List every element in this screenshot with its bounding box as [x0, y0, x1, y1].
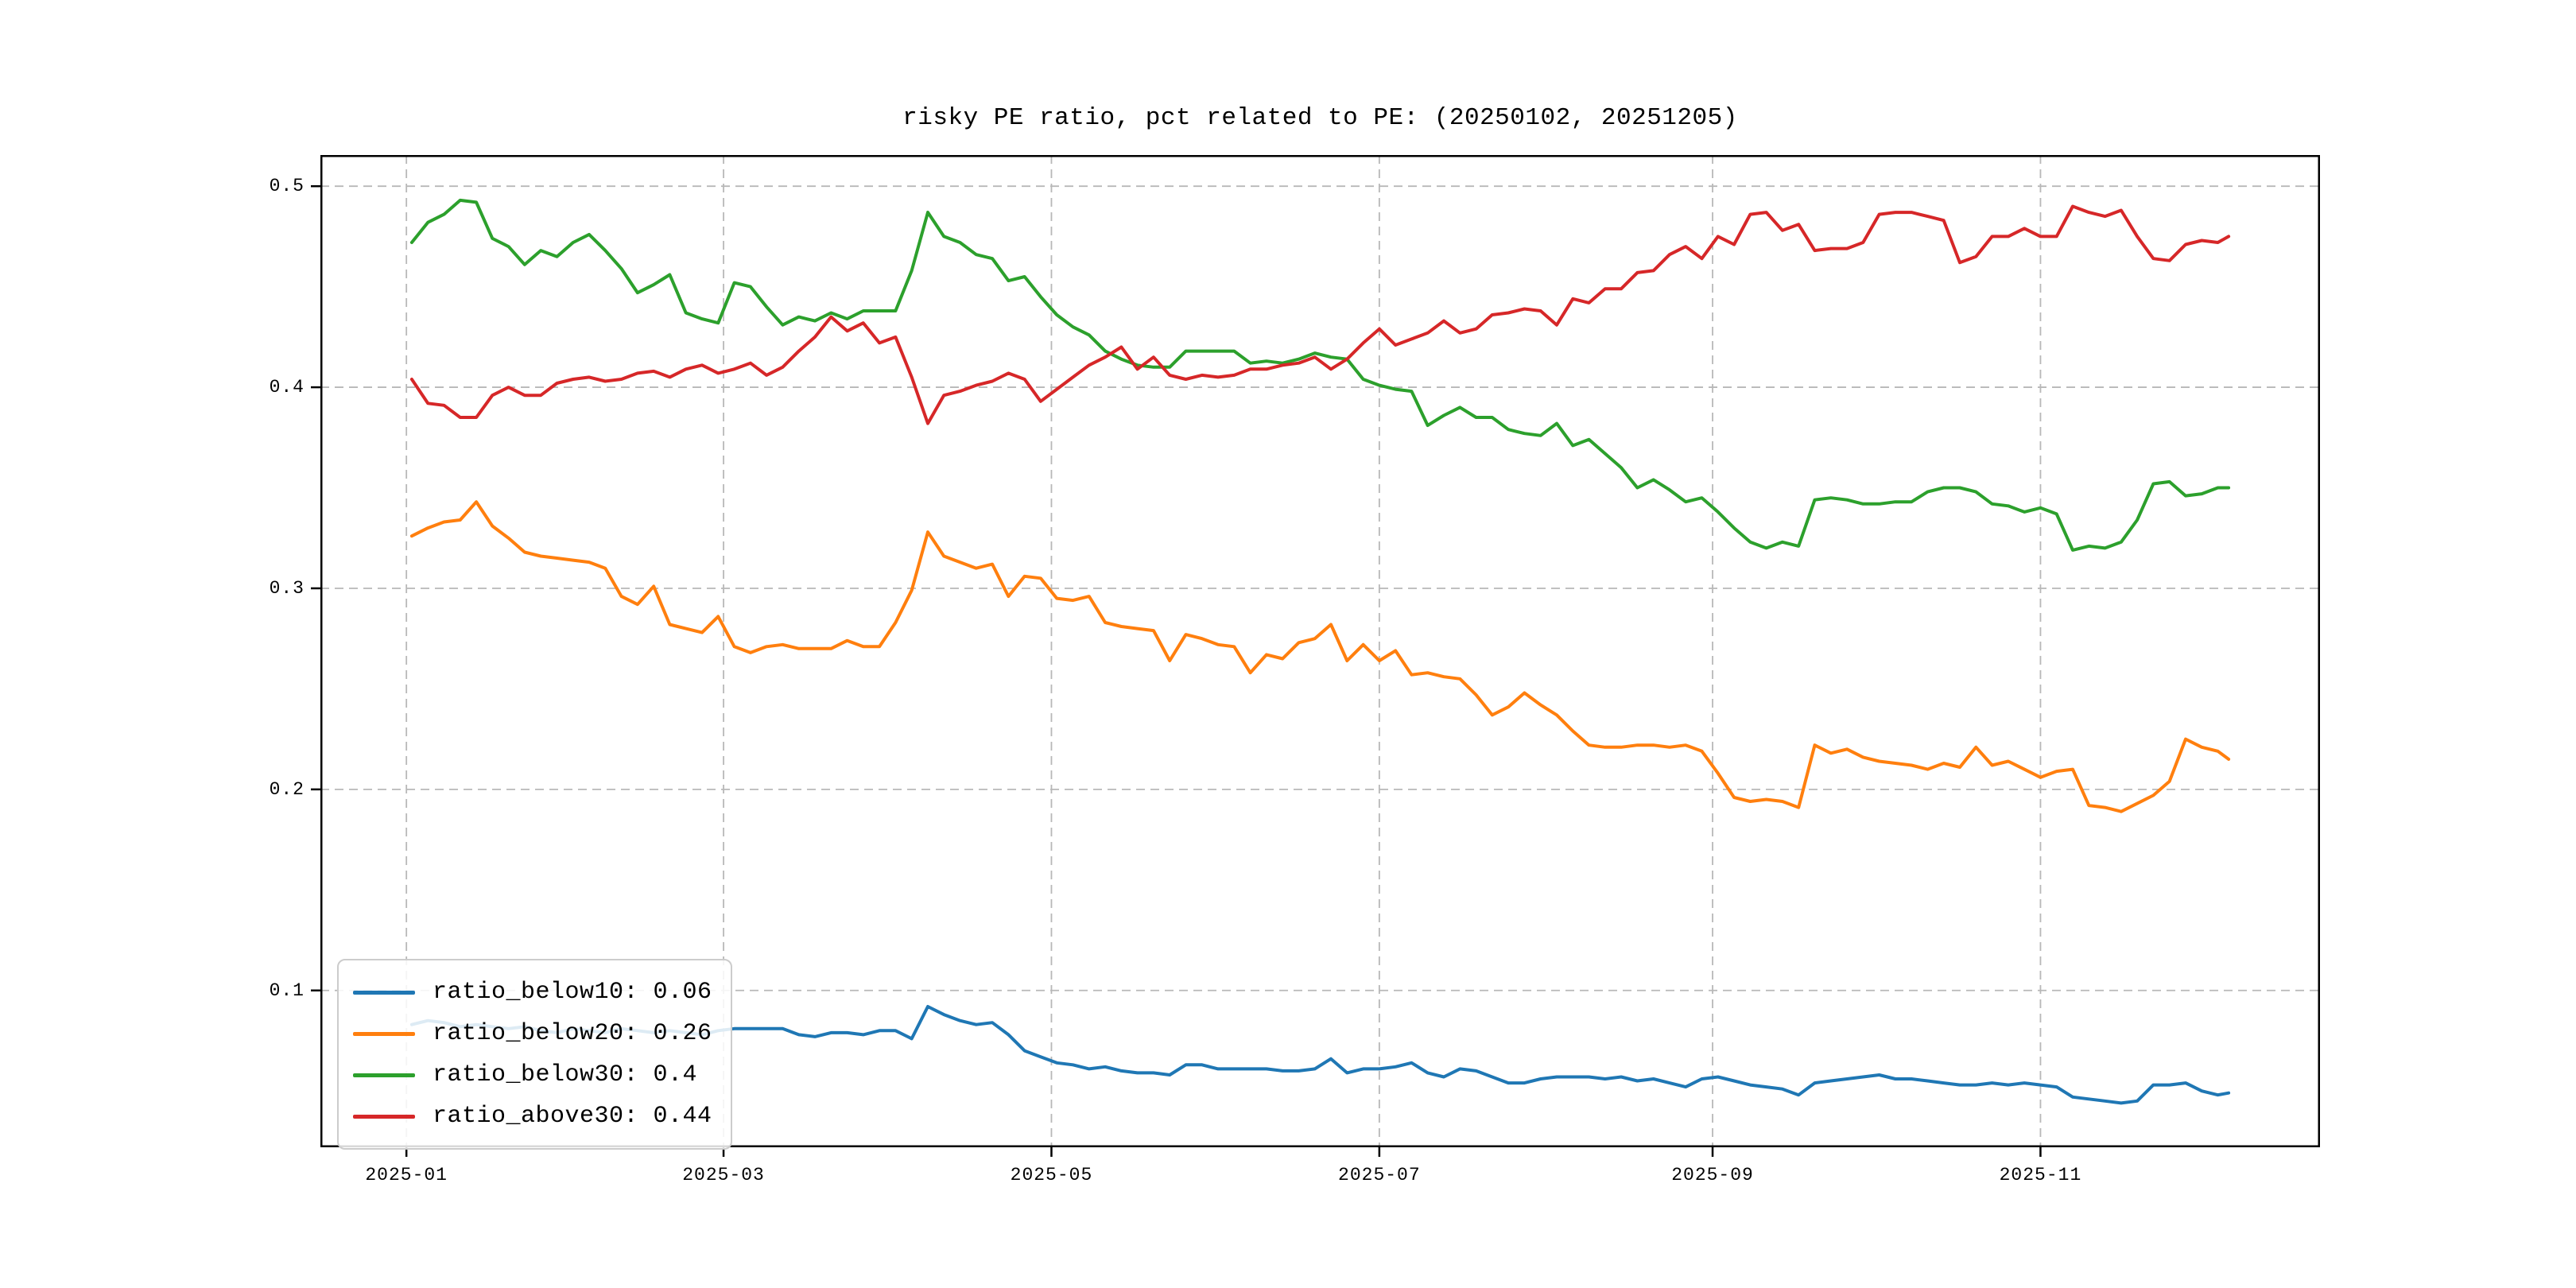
- series-line-ratio_above30: [409, 204, 2231, 425]
- y-tick-label: 0.2: [269, 778, 305, 800]
- y-tick-label: 0.5: [269, 176, 305, 197]
- legend-item-ratio-below30: ratio_below30: 0.4: [353, 1054, 715, 1096]
- legend-item-ratio-below10: ratio_below10: 0.06: [353, 972, 715, 1013]
- legend-label: ratio_below30: 0.4: [433, 1061, 698, 1088]
- x-tick-label: 2025-07: [1338, 1165, 1421, 1185]
- legend-item-ratio-above30: ratio_above30: 0.44: [353, 1096, 715, 1137]
- series-line-ratio_below30: [409, 198, 2231, 552]
- legend-line-swatch-red: [353, 1114, 415, 1119]
- x-tick-label: 2025-03: [682, 1165, 765, 1185]
- legend-line-swatch-blue: [353, 990, 415, 995]
- y-tick-label: 0.3: [269, 577, 305, 599]
- y-tick-label: 0.4: [269, 377, 305, 398]
- x-tick-label: 2025-01: [365, 1165, 448, 1185]
- chart-title: risky PE ratio, pct related to PE: (2025…: [902, 104, 1738, 132]
- plot-border: [320, 155, 2320, 1147]
- legend-item-ratio-below20: ratio_below20: 0.26: [353, 1013, 715, 1054]
- legend-label: ratio_below10: 0.06: [433, 979, 712, 1006]
- legend-line-swatch-orange: [353, 1031, 415, 1036]
- legend: ratio_below10: 0.06 ratio_below20: 0.26 …: [337, 959, 732, 1150]
- x-tick-label: 2025-09: [1671, 1165, 1754, 1185]
- x-tick-label: 2025-11: [1999, 1165, 2082, 1185]
- axes-spines: [320, 155, 2320, 1147]
- tick-marks: [311, 184, 2042, 1157]
- series-line-ratio_below20: [409, 500, 2231, 813]
- x-tick-label: 2025-05: [1010, 1165, 1093, 1185]
- legend-label: ratio_below20: 0.26: [433, 1020, 712, 1047]
- legend-label: ratio_above30: 0.44: [433, 1103, 712, 1130]
- y-tick-label: 0.1: [269, 980, 305, 1001]
- legend-line-swatch-green: [353, 1073, 415, 1077]
